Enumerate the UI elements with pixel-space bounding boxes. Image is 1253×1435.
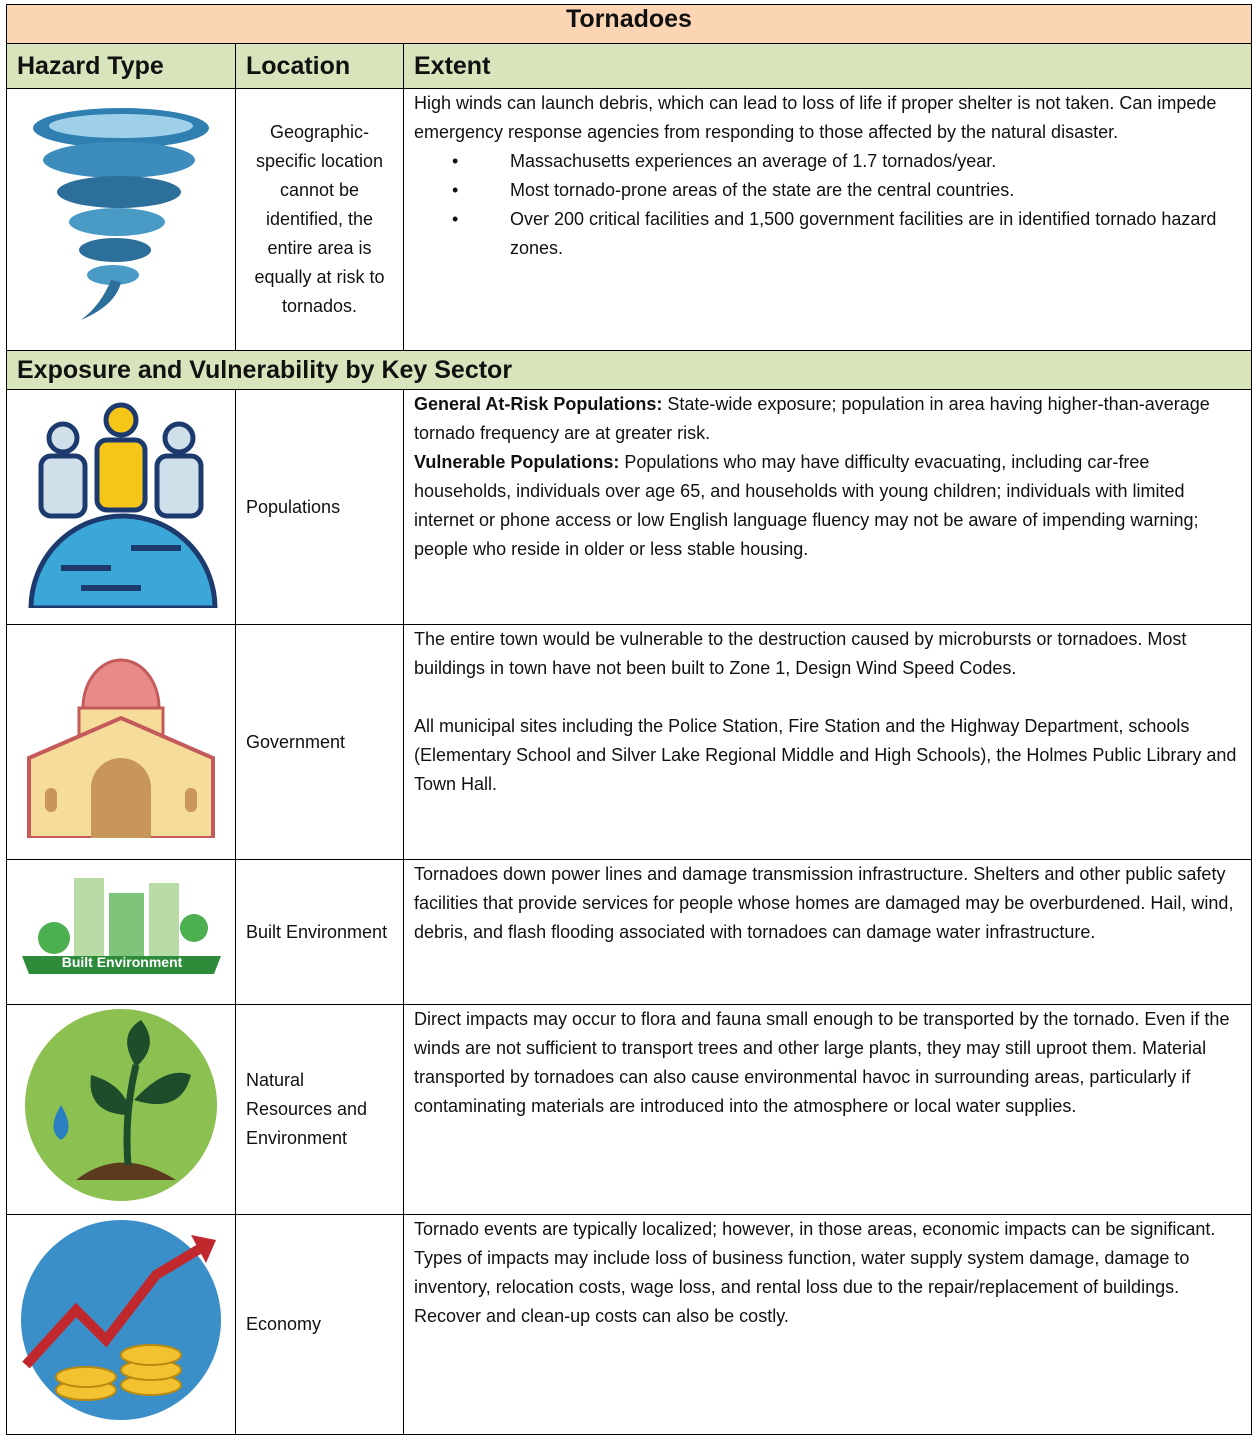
paragraph: General At-Risk Populations: State-wide … [414,390,1241,448]
sector-name: Natural Resources and Environment [235,1004,404,1215]
government-icon [27,658,215,840]
paragraph: Tornado events are typically localized; … [414,1219,1216,1326]
text: Populations who may have difficulty evac… [414,452,1199,559]
sector-name: Economy [235,1214,404,1435]
icon-cell [6,1004,236,1215]
column-header: Extent [403,43,1252,89]
tornado-icon [33,108,209,320]
natural-resources-icon [25,1009,217,1201]
sector-name: Government [235,624,404,860]
location-cell: Geographic-specific location cannot be i… [235,88,404,351]
populations-icon [28,402,218,610]
icon-cell [6,389,236,625]
sector-text: Direct impacts may occur to flora and fa… [403,1004,1252,1215]
paragraph: Vulnerable Populations: Populations who … [414,448,1241,564]
economy-icon [21,1220,221,1420]
bullet: Most tornado-prone areas of the state ar… [452,176,1241,205]
paragraph: All municipal sites including the Police… [414,716,1237,794]
bullet: Over 200 critical facilities and 1,500 g… [452,205,1241,263]
section-title: Exposure and Vulnerability by Key Sector [6,350,1252,390]
sector-text: Tornadoes down power lines and damage tr… [403,859,1252,1005]
extent-cell: High winds can launch debris, which can … [403,88,1252,351]
icon-cell [6,88,236,351]
sector-text: Tornado events are typically localized; … [403,1214,1252,1435]
icon-label: Built Environment [61,954,182,970]
paragraph: Direct impacts may occur to flora and fa… [414,1009,1230,1116]
sector-text: General At-Risk Populations: State-wide … [403,389,1252,625]
column-header: Hazard Type [6,43,236,89]
icon-cell [6,624,236,860]
hazard-table: Tornadoes Hazard Type Location Extent Ge… [6,4,1252,1435]
extent-text: High winds can launch debris, which can … [414,93,1217,142]
column-header: Location [235,43,404,89]
built-environment-icon: Built Environment [21,877,221,974]
sector-name: Populations [235,389,404,625]
sector-name: Built Environment [235,859,404,1005]
text: State-wide exposure; population in area … [414,394,1210,443]
icon-cell [6,1214,236,1435]
paragraph: The entire town would be vulnerable to t… [414,629,1187,678]
label: General At-Risk Populations: [414,394,663,414]
label: Vulnerable Populations: [414,452,620,472]
paragraph: Tornadoes down power lines and damage tr… [414,864,1234,942]
sector-text: The entire town would be vulnerable to t… [403,624,1252,860]
table-title: Tornadoes [6,4,1252,44]
bullet: Massachusetts experiences an average of … [452,147,1241,176]
icon-cell: Built Environment [6,859,236,1005]
extent-list: Massachusetts experiences an average of … [414,147,1241,263]
